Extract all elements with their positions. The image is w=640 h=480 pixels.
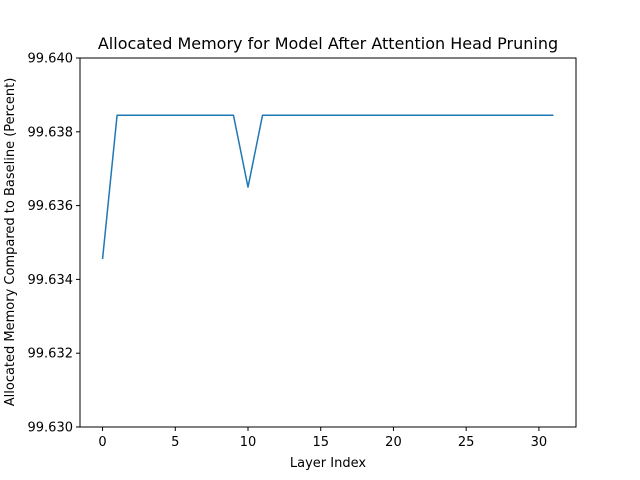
series-line-0 (101, 114, 554, 260)
x-tick-label: 25 (458, 435, 475, 450)
x-axis-ticks: 0 5 10 15 20 25 30 (98, 427, 547, 450)
x-tick-label: 20 (385, 435, 402, 450)
x-tick-label: 10 (240, 435, 257, 450)
x-tick-label: 0 (98, 435, 106, 450)
x-tick-label: 5 (171, 435, 179, 450)
y-tick-label: 99.638 (28, 125, 74, 140)
x-tick-label: 15 (312, 435, 329, 450)
x-tick-label: 30 (531, 435, 548, 450)
y-tick-label: 99.634 (28, 273, 74, 288)
y-tick-label: 99.636 (28, 199, 74, 214)
plot-area (79, 57, 577, 428)
x-axis-label: Layer Index (290, 456, 366, 471)
y-tick-label: 99.630 (28, 421, 74, 436)
chart-title: Allocated Memory for Model After Attenti… (98, 34, 558, 53)
y-axis-ticks: 99.630 99.632 99.634 99.636 99.638 99.640 (28, 52, 80, 436)
series-layer (101, 114, 554, 260)
y-axis-label: Allocated Memory Compared to Baseline (P… (3, 78, 18, 407)
y-tick-label: 99.632 (28, 347, 74, 362)
y-tick-label: 99.640 (28, 52, 74, 67)
axes-frame (79, 57, 577, 428)
